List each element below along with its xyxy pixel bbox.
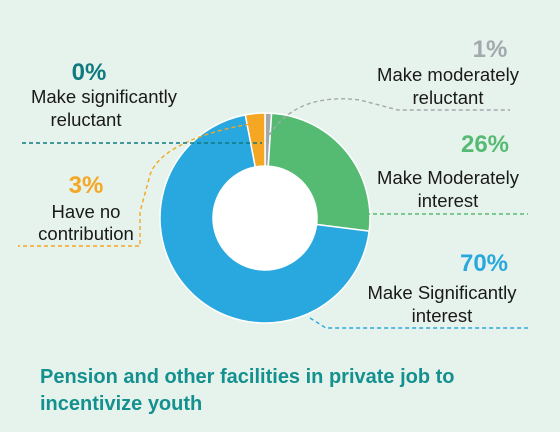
donut-slices [159, 112, 371, 324]
label-significantly-interest-line1: Make Significantly [367, 282, 517, 303]
leader-line-moderately-reluctant [265, 98, 510, 142]
label-significantly-reluctant-line2: reluctant [51, 109, 122, 130]
chart-title: Pension and other facilities in private … [40, 366, 455, 415]
donut-hole [213, 166, 317, 270]
pct-moderately-reluctant: 1% [473, 36, 508, 63]
label-no-contribution-line2: contribution [38, 223, 134, 244]
label-significantly-reluctant-line1: Make significantly [31, 86, 178, 107]
pct-moderately-interest: 26% [461, 131, 509, 158]
label-moderately-interest-line2: interest [418, 190, 479, 211]
label-moderately-interest-line1: Make Moderately [377, 167, 520, 188]
label-no-contribution-line1: Have no [52, 201, 121, 222]
label-moderately-reluctant-line1: Make moderately [377, 64, 520, 85]
pct-significantly-reluctant: 0% [72, 59, 107, 86]
label-significantly-interest-line2: interest [412, 305, 473, 326]
pct-no-contribution: 3% [69, 172, 104, 199]
leader-line-no-contribution [18, 122, 257, 247]
label-moderately-reluctant-line2: reluctant [413, 87, 484, 108]
pct-significantly-interest: 70% [460, 250, 508, 277]
